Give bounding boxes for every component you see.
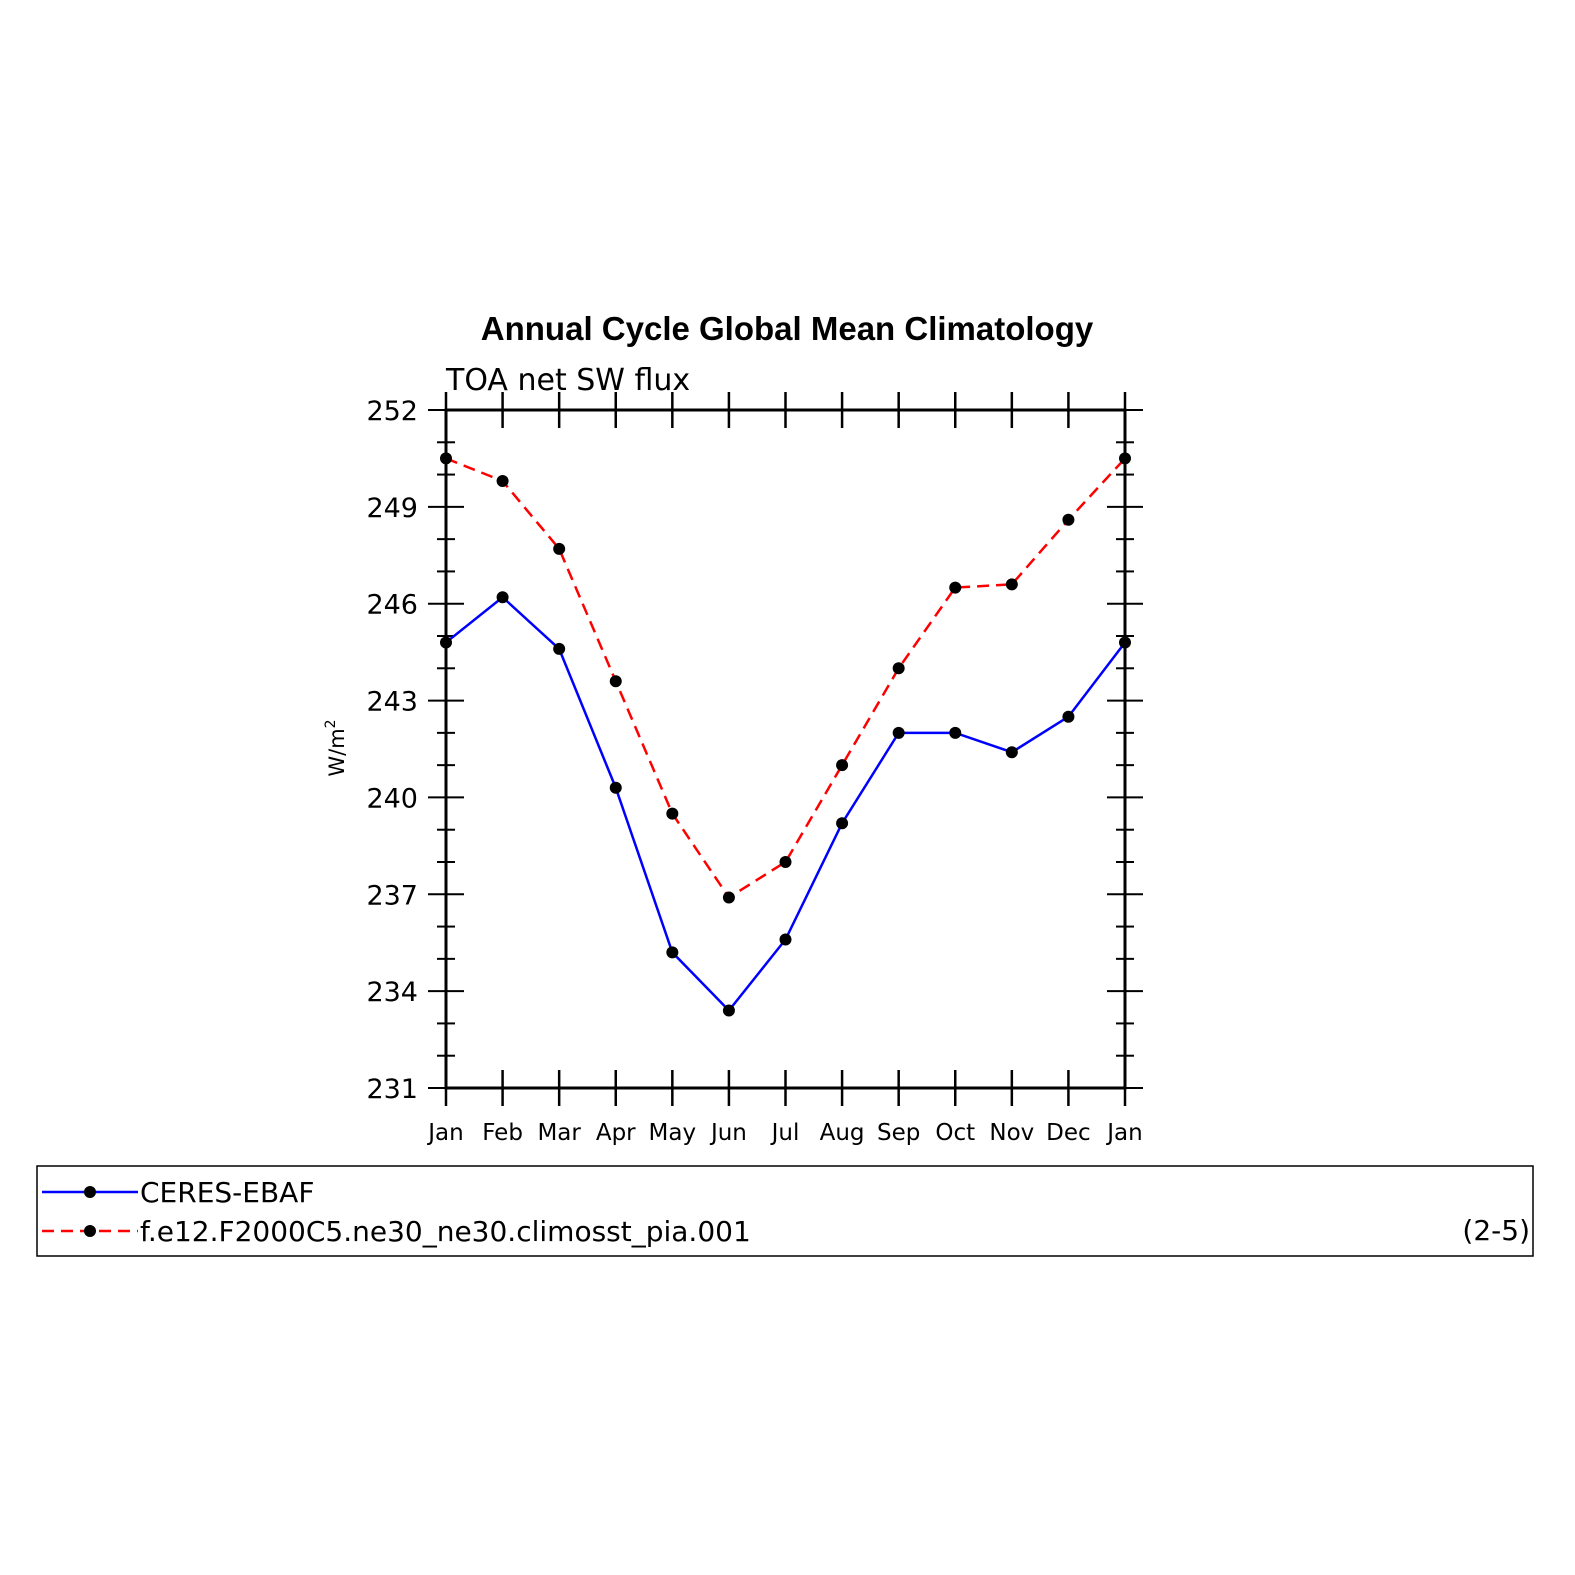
x-tick-label: Jan xyxy=(1105,1120,1142,1146)
y-tick-labels: 231 234 237 240 243 246 249 252 xyxy=(366,396,418,1105)
x-tick-labels: Jan Feb Mar Apr May Jun Jul Aug Sep Oct Nov Dec Jan xyxy=(426,1120,1142,1146)
x-tick-label: Dec xyxy=(1046,1120,1091,1146)
series-point-0 xyxy=(892,726,905,739)
y-tick-label: 231 xyxy=(366,1074,418,1105)
x-tick-label: Feb xyxy=(482,1120,523,1146)
x-tick-label: Jun xyxy=(709,1120,747,1146)
series-point-0 xyxy=(949,726,962,739)
series-point-0 xyxy=(496,591,509,604)
x-tick-label: Nov xyxy=(989,1120,1034,1146)
y-tick-label: 249 xyxy=(366,493,418,524)
x-tick-label: Apr xyxy=(596,1120,636,1146)
chart-subtitle: TOA net SW flux xyxy=(445,363,690,398)
series-point-1 xyxy=(666,807,679,820)
y-tick-label: 240 xyxy=(366,783,418,814)
x-tick-label: Mar xyxy=(537,1120,581,1146)
series-layer xyxy=(440,452,1131,1017)
y-tick-label: 237 xyxy=(366,880,418,911)
series-line-1 xyxy=(445,457,1126,900)
series-point-0 xyxy=(1119,636,1131,649)
series-point-1 xyxy=(949,581,962,594)
series-point-1 xyxy=(440,452,452,465)
series-point-0 xyxy=(722,1004,735,1017)
series-point-0 xyxy=(666,946,679,959)
y-tick-label: 246 xyxy=(366,590,418,621)
x-tick-label: Oct xyxy=(935,1120,975,1146)
legend-label-1: f.e12.F2000C5.ne30_ne30.climosst_pia.001 xyxy=(140,1215,751,1248)
x-tick-label: Aug xyxy=(820,1120,865,1146)
series-point-1 xyxy=(722,891,735,904)
series-point-0 xyxy=(836,817,849,830)
series-point-1 xyxy=(1062,513,1075,526)
series-point-0 xyxy=(779,933,792,946)
legend-marker-1 xyxy=(84,1225,96,1237)
series-point-1 xyxy=(779,856,792,868)
plot-axes xyxy=(428,392,1143,1106)
x-tick-label: Jan xyxy=(426,1120,463,1146)
svg-text:W/m2: W/m2 xyxy=(323,719,349,776)
series-point-0 xyxy=(1005,746,1018,759)
legend: CERES-EBAF f.e12.F2000C5.ne30_ne30.climos… xyxy=(36,1165,1534,1257)
series-point-0 xyxy=(440,636,452,649)
series-point-0 xyxy=(609,781,622,794)
x-tick-label: Sep xyxy=(877,1120,920,1146)
series-point-0 xyxy=(1062,710,1075,723)
legend-note: (2-5) xyxy=(1462,1214,1530,1247)
series-point-1 xyxy=(892,662,905,675)
series-point-1 xyxy=(836,759,849,772)
x-tick-label: May xyxy=(649,1120,697,1146)
series-point-0 xyxy=(553,642,566,655)
y-tick-label: 243 xyxy=(366,687,418,718)
y-tick-label: 234 xyxy=(366,977,418,1008)
series-line-0 xyxy=(445,595,1126,1013)
y-axis-label-text: W/m xyxy=(325,728,349,776)
series-point-1 xyxy=(1005,578,1018,591)
y-axis-label-superscript: 2 xyxy=(323,719,339,728)
y-tick-label: 252 xyxy=(366,396,418,427)
legend-marker-0 xyxy=(84,1186,96,1198)
x-tick-label: Jul xyxy=(770,1120,800,1146)
series-point-1 xyxy=(553,542,566,555)
y-axis-label: W/m2 xyxy=(323,719,349,776)
chart-title: Annual Cycle Global Mean Climatology xyxy=(481,310,1094,347)
legend-label-0: CERES-EBAF xyxy=(140,1176,314,1209)
series-point-1 xyxy=(496,475,509,488)
series-point-1 xyxy=(1119,452,1131,465)
plot-frame xyxy=(444,408,1127,1090)
legend-items: CERES-EBAF f.e12.F2000C5.ne30_ne30.climos… xyxy=(42,1176,751,1248)
series-point-1 xyxy=(609,675,622,688)
legend-box xyxy=(36,1165,1534,1257)
